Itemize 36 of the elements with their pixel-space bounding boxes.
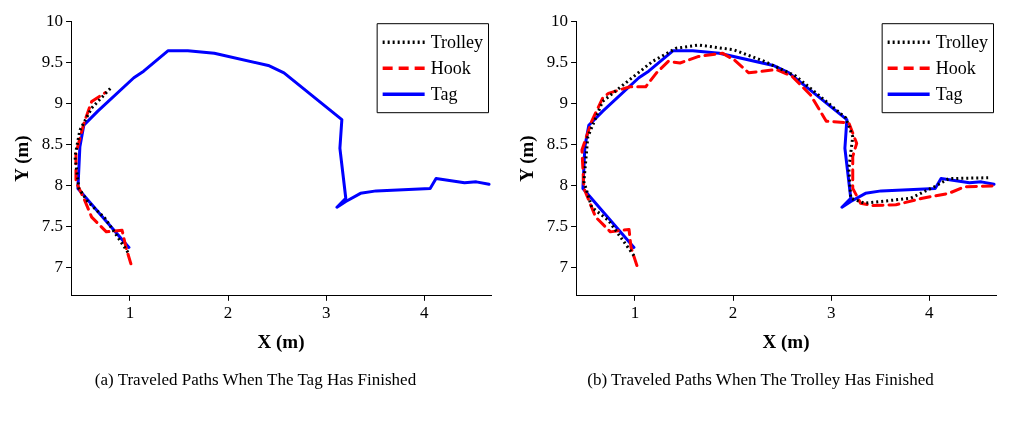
text: (b) Traveled Paths When The Trolley Has Finished <box>586 370 935 390</box>
legend-label: Trolley <box>430 31 484 52</box>
x-tick-label: 1 <box>125 303 135 323</box>
y-tick-label: 10 <box>551 10 569 30</box>
y-tick-label: 9.5 <box>41 51 64 71</box>
x-tick-label: 4 <box>925 303 935 323</box>
x-tick-label: 2 <box>223 303 233 323</box>
y-tick-label: 9 <box>54 92 64 112</box>
y-tick-label: 10 <box>46 10 64 30</box>
line-series <box>73 86 130 254</box>
y-tick-label: 9 <box>559 92 569 112</box>
y-tick-label: 8.5 <box>41 133 64 153</box>
y-axis-title: Y (m) <box>516 135 539 182</box>
x-axis-title: X (m) <box>762 330 810 353</box>
legend-label: Hook <box>935 57 976 78</box>
x-tick-label: 3 <box>826 303 836 323</box>
y-tick-label: 7.5 <box>546 215 569 235</box>
y-tick-label: 9.5 <box>546 51 569 71</box>
y-tick-label: 8 <box>54 174 64 194</box>
x-axis-title: X (m) <box>257 330 305 353</box>
legend-label: Tag <box>935 83 963 104</box>
y-tick-label: 8.5 <box>546 133 569 153</box>
x-tick-label: 1 <box>630 303 640 323</box>
y-tick-label: 7.5 <box>41 215 64 235</box>
x-tick-label: 3 <box>321 303 331 323</box>
line-series <box>74 91 133 266</box>
y-tick-label: 7 <box>559 256 569 276</box>
x-tick-label: 2 <box>728 303 738 323</box>
legend-label: Hook <box>430 57 471 78</box>
y-axis-title: Y (m) <box>11 135 34 182</box>
y-tick-label: 7 <box>54 256 64 276</box>
legend-label: Tag <box>430 83 458 104</box>
y-tick-label: 8 <box>559 174 569 194</box>
text: (a) Traveled Paths When The Tag Has Finished <box>93 370 418 390</box>
x-tick-label: 4 <box>420 303 430 323</box>
legend-label: Trolley <box>935 31 989 52</box>
